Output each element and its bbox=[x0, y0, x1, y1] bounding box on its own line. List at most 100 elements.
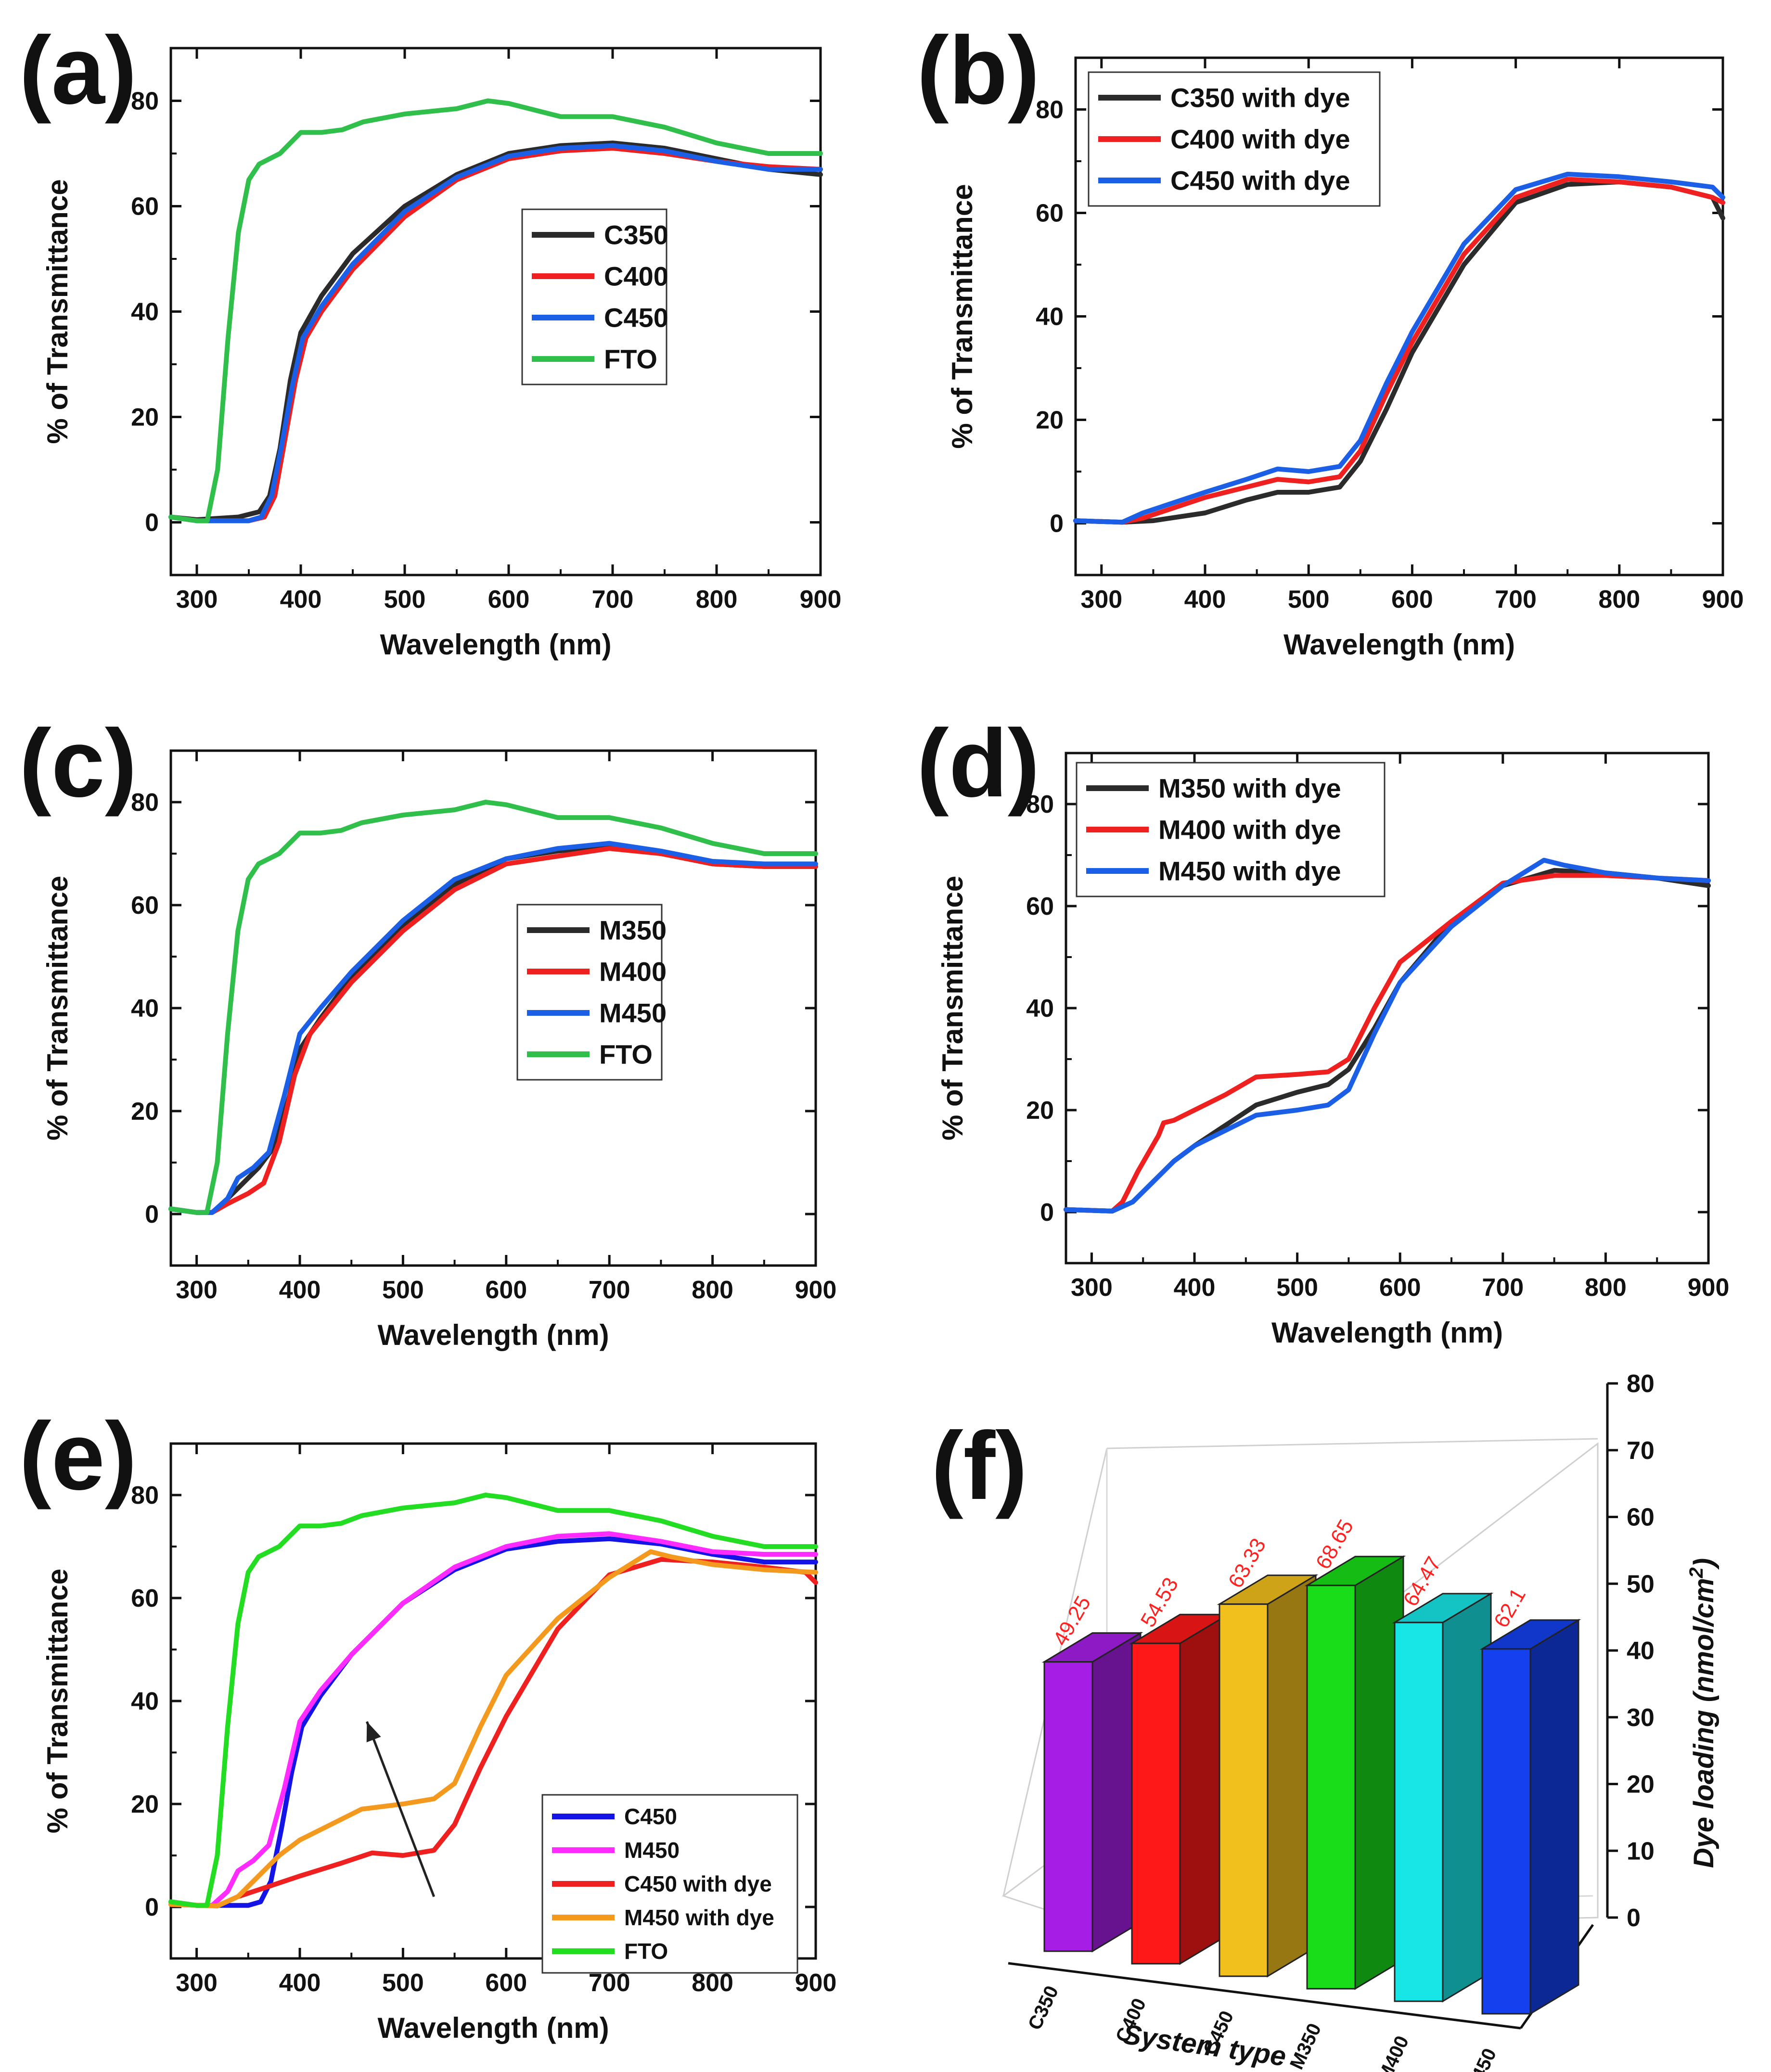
panel-letter-e: (e) bbox=[19, 1403, 137, 1510]
x-tick-label: 400 bbox=[1174, 1274, 1216, 1302]
z-axis-label-text: Dye loading (nmol/cm bbox=[1688, 1578, 1720, 1868]
bar-front-c450 bbox=[1219, 1603, 1269, 1977]
y-tick-label: 60 bbox=[1026, 893, 1054, 921]
y-tick-label: 40 bbox=[1026, 995, 1054, 1023]
x-tick-label: 800 bbox=[696, 586, 738, 614]
x-tick-label: 300 bbox=[176, 1969, 218, 1997]
x-tick-label: 600 bbox=[1379, 1274, 1421, 1302]
panel-letter-c: (c) bbox=[19, 710, 137, 817]
y-tick-label: 20 bbox=[131, 404, 159, 432]
x-tick-label: 400 bbox=[279, 1969, 321, 1997]
y-tick-label: 40 bbox=[131, 298, 159, 326]
legend-label-c450: C450 bbox=[604, 303, 668, 333]
legend-label-c350-with-dye: C350 with dye bbox=[1170, 83, 1350, 113]
legend-label-m400-with-dye: M400 with dye bbox=[1158, 815, 1341, 845]
y-tick-label: 80 bbox=[131, 1482, 159, 1509]
y-tick-label: 80 bbox=[131, 88, 159, 115]
x-axis-label: Wavelength (nm) bbox=[1271, 1317, 1503, 1349]
z-tick-label: 50 bbox=[1627, 1570, 1655, 1598]
z-tick-label: 70 bbox=[1627, 1437, 1655, 1465]
z-axis-label: Dye loading (nmol/cm2) bbox=[1686, 1558, 1720, 1868]
y-tick-label: 60 bbox=[131, 892, 159, 920]
y-tick-label: 60 bbox=[131, 193, 159, 221]
y-tick-label: 20 bbox=[1026, 1097, 1054, 1125]
x-tick-label: 900 bbox=[1702, 586, 1744, 614]
y-tick-label: 40 bbox=[131, 1688, 159, 1715]
x-tick-label: 500 bbox=[384, 586, 426, 614]
series-line-m450-with-dye bbox=[168, 1549, 818, 1908]
arrow-head bbox=[366, 1721, 381, 1742]
x-tick-label: 400 bbox=[279, 1276, 321, 1304]
arrow-shaft bbox=[366, 1721, 436, 1897]
series-line-m450 bbox=[168, 1531, 818, 1908]
x-tick-label: 300 bbox=[176, 1276, 218, 1304]
y-tick-label: 80 bbox=[1036, 96, 1064, 124]
z-tick-label: 0 bbox=[1627, 1904, 1641, 1932]
x-tick-label: 900 bbox=[800, 586, 842, 614]
x-tick-label: 800 bbox=[1585, 1274, 1627, 1302]
x-tick-label: 800 bbox=[692, 1276, 733, 1304]
y-tick-label: 60 bbox=[1036, 200, 1064, 228]
x-tick-label: 600 bbox=[488, 586, 530, 614]
chart-panel-a: 300 400 500 600 700 800 900 0 20 40 60 80 Wavelength… bbox=[41, 47, 842, 661]
y-tick-label: 20 bbox=[131, 1098, 159, 1126]
x-tick-label: 500 bbox=[382, 1276, 424, 1304]
y-tick-label: 0 bbox=[145, 1893, 159, 1921]
legend-box bbox=[516, 904, 663, 1081]
bar-side-m450 bbox=[1529, 1619, 1579, 2015]
x-tick-label: 700 bbox=[1495, 586, 1537, 614]
legend-label-m450: M450 bbox=[624, 1838, 680, 1863]
z-axis-label-superscript: 2 bbox=[1686, 1567, 1707, 1578]
legend-label-c350: C350 bbox=[604, 220, 668, 250]
x-tick-label: 900 bbox=[795, 1276, 837, 1304]
y-tick-label: 80 bbox=[131, 789, 159, 817]
y-tick-label: 0 bbox=[145, 1201, 159, 1228]
x-tick-label: 700 bbox=[592, 586, 634, 614]
panel-letter-f: (f) bbox=[931, 1412, 1027, 1520]
bar-front-m400 bbox=[1394, 1622, 1444, 2002]
y-tick-label: 0 bbox=[1040, 1199, 1054, 1227]
legend-label-m400: M400 bbox=[599, 957, 667, 987]
y-axis-label: % of Transmittance bbox=[41, 876, 74, 1140]
legend-label-c400: C400 bbox=[604, 261, 668, 292]
bar-front-m350 bbox=[1306, 1585, 1356, 1990]
z-tick-label: 60 bbox=[1627, 1504, 1655, 1532]
series-line-fto bbox=[168, 800, 818, 1215]
series-line-fto bbox=[168, 1493, 818, 1908]
legend-box bbox=[521, 208, 667, 385]
legend-label-m350: M350 bbox=[599, 915, 667, 946]
legend-label-m450-with-dye: M450 with dye bbox=[624, 1905, 774, 1930]
x-tick-label: 400 bbox=[280, 586, 322, 614]
x-tick-label: 500 bbox=[1276, 1274, 1318, 1302]
x-tick-label: 800 bbox=[692, 1969, 733, 1997]
x-tick-label: 300 bbox=[1080, 586, 1122, 614]
legend-label-fto: FTO bbox=[624, 1939, 668, 1964]
x-axis-label: Wavelength (nm) bbox=[380, 628, 611, 661]
legend-label-fto: FTO bbox=[599, 1039, 653, 1070]
legend-label-m350-with-dye: M350 with dye bbox=[1158, 773, 1341, 804]
bar-front-m450 bbox=[1481, 1648, 1531, 2015]
z-tick-label: 10 bbox=[1627, 1837, 1655, 1865]
y-tick-label: 20 bbox=[131, 1791, 159, 1818]
x-tick-label: 700 bbox=[589, 1276, 630, 1304]
y-axis-label: % of Transmittance bbox=[41, 179, 74, 444]
legend-label-c450-with-dye: C450 with dye bbox=[624, 1871, 772, 1896]
legend-label-m450: M450 bbox=[599, 998, 667, 1028]
x-tick-label: 700 bbox=[589, 1969, 630, 1997]
series-line-m400 bbox=[168, 846, 818, 1215]
category-axis-line bbox=[1008, 1962, 1521, 2030]
z-tick-label: 40 bbox=[1627, 1637, 1655, 1665]
y-tick-label: 60 bbox=[131, 1585, 159, 1612]
x-tick-label: 400 bbox=[1184, 586, 1226, 614]
legend-label-m450-with-dye: M450 with dye bbox=[1158, 856, 1341, 886]
series-line-m450-with-dye bbox=[1064, 857, 1711, 1214]
legend-label-c400-with-dye: C400 with dye bbox=[1170, 124, 1350, 154]
chart-panel-b: 300 400 500 600 700 800 900 0 20 40 60 80 Wavelength… bbox=[946, 56, 1744, 661]
x-tick-label: 900 bbox=[795, 1969, 837, 1997]
panel-letter-b: (b) bbox=[917, 17, 1040, 124]
bar-front-c350 bbox=[1043, 1661, 1093, 1952]
x-tick-label: 600 bbox=[1391, 586, 1433, 614]
legend-label-c450: C450 bbox=[624, 1804, 677, 1829]
x-tick-label: 800 bbox=[1598, 586, 1640, 614]
